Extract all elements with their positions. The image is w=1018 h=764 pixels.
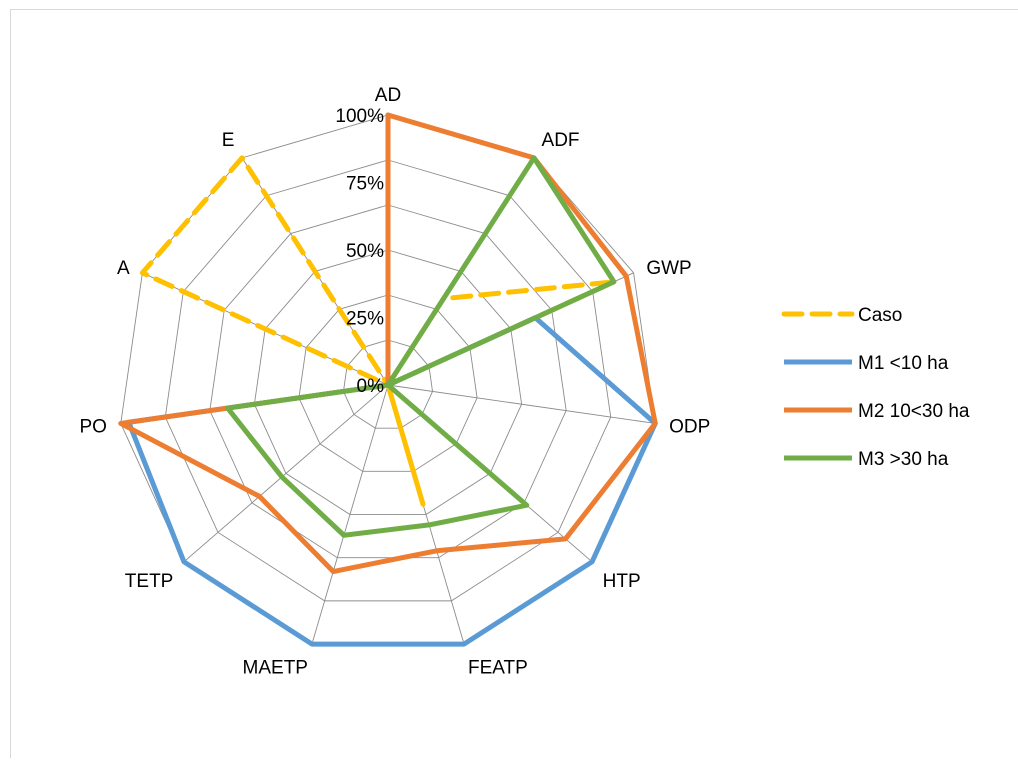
series-line-3 xyxy=(225,155,617,538)
axis-label-maetp: MAETP xyxy=(243,657,308,678)
grid-spoke xyxy=(311,384,389,645)
grid-spoke xyxy=(387,384,656,424)
grid-spoke xyxy=(183,384,389,563)
axis-label-featp: FEATP xyxy=(468,657,528,678)
axis-label-htp: HTP xyxy=(603,571,641,592)
radial-tick-label: 50% xyxy=(346,241,384,262)
grid-ring xyxy=(342,339,434,429)
axis-label-e: E xyxy=(222,130,235,151)
series-line-2 xyxy=(118,112,658,575)
radial-tick-label: 75% xyxy=(346,174,384,195)
radial-tick-label: 25% xyxy=(346,309,384,330)
axis-label-adf: ADF xyxy=(542,130,580,151)
legend-label: M2 10<30 ha xyxy=(858,401,970,422)
labels: 0% 25% 50% 75% 100%AD ADF GWP ODP HTP FEATP MAETP T… xyxy=(79,85,710,678)
legend-label: Caso xyxy=(858,305,902,326)
grid-ring xyxy=(164,159,612,602)
axis-label-gwp: GWP xyxy=(646,258,691,279)
grid-ring xyxy=(209,204,567,559)
radar-chart: 0% 25% 50% 75% 100%AD ADF GWP ODP HTP FEATP MAETP T… xyxy=(79,85,970,678)
legend: Caso M1 <10 ha M2 10<30 ha M3 >30 ha xyxy=(781,305,970,470)
axis-label-tetp: TETP xyxy=(125,571,174,592)
axis-label-ad: AD xyxy=(375,85,401,106)
legend-label: M1 <10 ha xyxy=(858,353,949,374)
grid-ring xyxy=(298,294,478,472)
chart-area: 0% 25% 50% 75% 100% AD ADF GWP ODP HTP FEATP MAETP T… xyxy=(10,9,1018,758)
axis-label-po: PO xyxy=(79,416,106,437)
grid-ring xyxy=(253,249,523,515)
axis-label-a: A xyxy=(117,258,130,279)
radial-tick-label: 100% xyxy=(335,106,384,127)
series-line-0 xyxy=(139,155,617,507)
radial-tick-label: 0% xyxy=(357,376,385,397)
axis-label-odp: ODP xyxy=(669,416,710,437)
legend-label: M3 >30 ha xyxy=(858,449,949,470)
series-layer xyxy=(118,112,658,647)
